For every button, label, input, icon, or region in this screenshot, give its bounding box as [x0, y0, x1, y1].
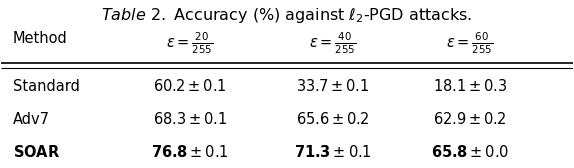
Text: $18.1 \pm 0.3$: $18.1 \pm 0.3$: [433, 78, 507, 94]
Text: Adv7: Adv7: [13, 112, 50, 127]
Text: $\mathbf{71.3} \pm 0.1$: $\mathbf{71.3} \pm 0.1$: [294, 144, 371, 160]
Text: $\varepsilon = \frac{40}{255}$: $\varepsilon = \frac{40}{255}$: [309, 31, 356, 56]
Text: $\varepsilon = \frac{20}{255}$: $\varepsilon = \frac{20}{255}$: [166, 31, 214, 56]
Text: $\mathbf{65.8} \pm 0.0$: $\mathbf{65.8} \pm 0.0$: [430, 144, 509, 160]
Text: $\mathit{Table\ 2.}$ Accuracy (%) against $\ell_2$-PGD attacks.: $\mathit{Table\ 2.}$ Accuracy (%) agains…: [102, 6, 472, 25]
Text: $62.9 \pm 0.2$: $62.9 \pm 0.2$: [433, 111, 507, 127]
Text: $\varepsilon = \frac{60}{255}$: $\varepsilon = \frac{60}{255}$: [446, 31, 494, 56]
Text: Method: Method: [13, 31, 68, 46]
Text: $\mathbf{SOAR}$: $\mathbf{SOAR}$: [13, 144, 60, 160]
Text: $68.3 \pm 0.1$: $68.3 \pm 0.1$: [153, 111, 227, 127]
Text: $\mathbf{76.8} \pm 0.1$: $\mathbf{76.8} \pm 0.1$: [151, 144, 228, 160]
Text: $65.6 \pm 0.2$: $65.6 \pm 0.2$: [296, 111, 370, 127]
Text: $60.2 \pm 0.1$: $60.2 \pm 0.1$: [153, 78, 227, 94]
Text: Standard: Standard: [13, 79, 80, 94]
Text: $33.7 \pm 0.1$: $33.7 \pm 0.1$: [296, 78, 369, 94]
